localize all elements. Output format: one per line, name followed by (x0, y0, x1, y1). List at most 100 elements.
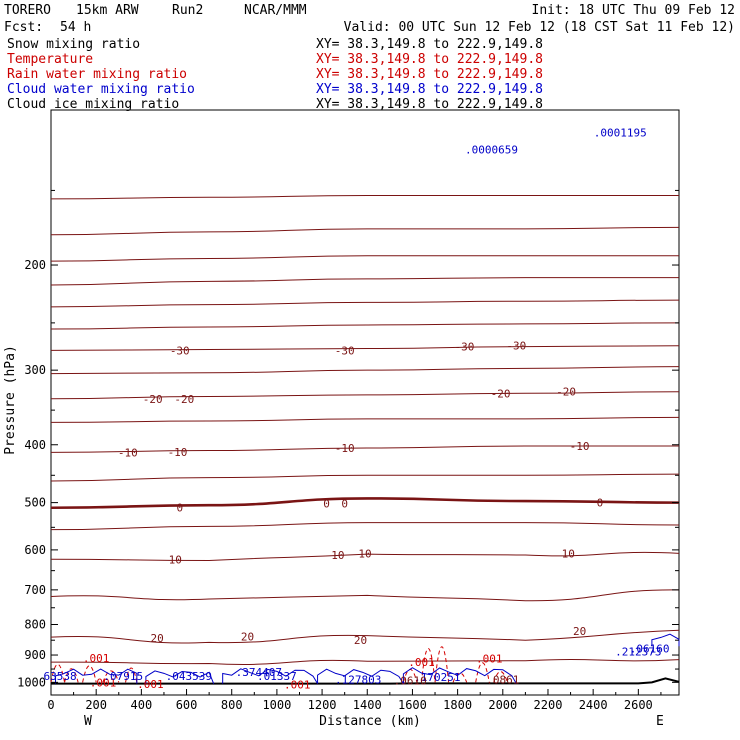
contour-label: 0 (597, 497, 604, 510)
x-tick-label: 1000 (262, 698, 291, 712)
contour-label: .01337 (257, 670, 297, 683)
isotherm-line (50, 226, 680, 236)
contour-label: .07915 (103, 670, 143, 683)
y-tick-label: 900 (24, 648, 46, 662)
terrain-surface-line (51, 677, 680, 685)
axis-ticks: 0 200 400 600 800 1000 1200 1400 1600 1800 2000 220… (17, 189, 679, 712)
isotherm-line (50, 416, 680, 423)
isotherm-line (50, 473, 680, 482)
x-tick-label: 1200 (308, 698, 337, 712)
rain-contour (493, 671, 508, 683)
model-resolution: 15km ARW (76, 3, 139, 18)
x-tick-label: 0 (47, 698, 54, 712)
isotherm-line (50, 299, 680, 308)
contour-label: .0610 (394, 674, 427, 687)
contour-label: .170251 (414, 671, 460, 684)
contour-label: .127803 (335, 674, 381, 687)
field-temperature: Temperature (7, 52, 93, 67)
field-snow-xy: XY= 38.3,149.8 to 222.9,149.8 (316, 37, 543, 52)
x-tick-label: 1800 (443, 698, 472, 712)
isotherm-line (50, 497, 680, 510)
rain-contour (420, 647, 436, 683)
isotherm-line (50, 391, 680, 400)
forecast-value: 54 h (60, 20, 91, 35)
rain-contour (452, 672, 468, 683)
east-label: E (656, 714, 664, 729)
contour-label: -30 (335, 344, 355, 357)
contour-label: .001 (90, 676, 117, 689)
isotherm-line (50, 551, 680, 561)
x-tick-label: 2200 (534, 698, 563, 712)
y-tick-label: 700 (24, 583, 46, 597)
y-tick-label: 800 (24, 617, 46, 631)
contour-label: -20 (174, 393, 194, 406)
contour-label: 20 (354, 634, 367, 647)
contour-label: 0 (176, 502, 183, 515)
contour-labels: -30 -30 -30 -30-20 -20 -20 -20-10 -10 -10 -100 0 0 0… (43, 127, 669, 692)
rain-contour (64, 668, 79, 683)
field-legend: Snow mixing ratio XY= 38.3,149.8 to 222.… (7, 37, 543, 112)
y-tick-label: 300 (24, 363, 46, 377)
rain-contour (102, 670, 120, 683)
x-tick-label: 1600 (398, 698, 427, 712)
isotherm-line (50, 366, 680, 375)
rain-contour (434, 646, 450, 683)
y-tick-label: 1000 (17, 675, 46, 689)
rain-contour (125, 667, 138, 683)
x-tick-label: 200 (85, 698, 107, 712)
contour-label: 20 (241, 631, 254, 644)
cloud-water-contour (222, 668, 318, 684)
contour-label: .043539 (166, 670, 212, 683)
valid-time: Valid: 00 UTC Sun 12 Feb 12 (18 CST Sat … (344, 20, 735, 35)
isotherm-line (50, 589, 680, 602)
contour-label: .001 (137, 678, 164, 691)
isotherm-line (50, 522, 680, 531)
contour-label: -10 (118, 446, 138, 459)
contour-label: 63538 (43, 670, 76, 683)
x-tick-label: 2600 (624, 698, 653, 712)
contour-label: 10 (169, 554, 182, 567)
contour-label: .06160 (630, 643, 670, 656)
isotherm-line (50, 195, 679, 200)
contour-label: -30 (454, 341, 474, 354)
contour-label: .0000659 (465, 143, 518, 156)
contour-label: 10 (358, 547, 371, 560)
temperature-isotherms (50, 195, 680, 665)
field-rain-xy: XY= 38.3,149.8 to 222.9,149.8 (316, 67, 543, 82)
x-axis-label: Distance (km) (319, 714, 421, 729)
y-tick-label: 600 (24, 543, 46, 557)
contour-label: 0 (323, 498, 330, 511)
field-cloud-ice: Cloud ice mixing ratio (7, 97, 179, 112)
field-temperature-xy: XY= 38.3,149.8 to 222.9,149.8 (316, 52, 543, 67)
cloud-water-contour (145, 670, 215, 684)
isotherm-line (50, 658, 680, 665)
y-tick-label: 400 (24, 438, 46, 452)
field-cloud-ice-xy: XY= 38.3,149.8 to 222.9,149.8 (316, 97, 543, 112)
x-tick-label: 2000 (488, 698, 517, 712)
isotherm-line (50, 277, 679, 286)
x-tick-label: 2400 (579, 698, 608, 712)
run-label: Run2 (172, 3, 203, 18)
contour-label: -10 (335, 442, 355, 455)
contour-label: 10 (331, 549, 344, 562)
field-cloud-water: Cloud water mixing ratio (7, 82, 195, 97)
source-label: NCAR/MMM (244, 3, 307, 18)
contour-label: -20 (556, 386, 576, 399)
contour-label: -10 (168, 446, 188, 459)
contour-label: -20 (143, 393, 163, 406)
y-tick-label: 500 (24, 496, 46, 510)
hydrometeor-contours (50, 633, 680, 685)
plot-frame (50, 109, 680, 696)
field-rain: Rain water mixing ratio (7, 67, 187, 82)
contour-label: -30 (170, 344, 190, 357)
isotherm-line (50, 322, 680, 330)
cloud-water-contour (317, 668, 404, 684)
field-cloud-water-xy: XY= 38.3,149.8 to 222.9,149.8 (316, 82, 543, 97)
isotherm-line (50, 345, 680, 351)
x-tick-label: 600 (176, 698, 198, 712)
west-label: W (84, 714, 92, 729)
contour-label: 20 (573, 625, 586, 638)
x-tick-label: 1400 (353, 698, 382, 712)
contour-label: 20 (151, 632, 164, 645)
